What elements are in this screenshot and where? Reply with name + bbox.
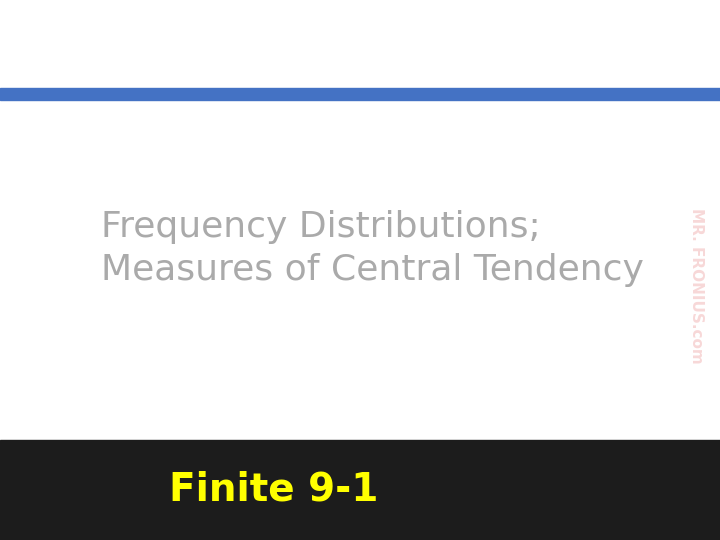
- Bar: [0, 88, 720, 100]
- Bar: [0, 440, 720, 540]
- Text: MR. FRONIUS.com: MR. FRONIUS.com: [689, 208, 703, 364]
- Text: Frequency Distributions;
Measures of Central Tendency: Frequency Distributions; Measures of Cen…: [101, 210, 644, 287]
- Text: Finite 9-1: Finite 9-1: [169, 471, 378, 509]
